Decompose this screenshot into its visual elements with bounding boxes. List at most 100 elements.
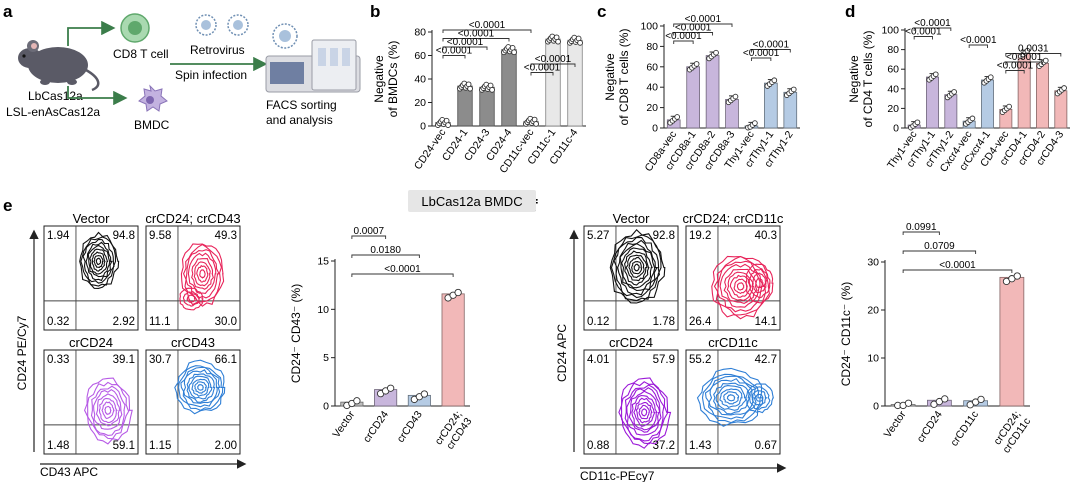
data-point: [977, 395, 985, 404]
contour-line: [98, 397, 118, 424]
retrovirus-icon: [195, 14, 249, 36]
y-tick-label: 60: [414, 50, 426, 62]
contour-line: [745, 263, 774, 304]
data-point: [353, 397, 361, 405]
banner: LbCas12a BMDC: [408, 190, 536, 212]
data-point: [555, 38, 561, 45]
quadrant-lower-left: 0.32: [47, 316, 69, 328]
significance-bracket: [913, 36, 933, 40]
contour-line: [751, 389, 768, 406]
contour-line: [89, 248, 109, 275]
y-axis-label: Negativeof CD4 T cells (%): [847, 31, 875, 128]
bar: [501, 49, 517, 127]
y-axis-label-line-1: Negative: [847, 55, 861, 103]
quadrant-upper-left: 9.58: [149, 230, 171, 242]
mouse-strain-label-1: LbCas12a: [28, 89, 83, 103]
quadrant-lower-right: 14.1: [755, 316, 777, 328]
contour-line: [610, 234, 662, 302]
contour-line: [188, 375, 213, 400]
contour-line: [87, 244, 111, 278]
y-tick-label: 10: [867, 353, 879, 365]
y-tick-label: 0: [323, 401, 329, 413]
quadrant-upper-left: 4.01: [587, 354, 609, 366]
facs-plot-frame: [43, 349, 139, 455]
quadrant-lower-right: 37.2: [653, 440, 675, 452]
p-value-label: <0.0001: [753, 40, 790, 51]
data-point: [454, 288, 462, 297]
facs-plot-title: crCD24: [609, 335, 653, 350]
y-tick-label: 20: [414, 97, 426, 109]
bar: [545, 38, 561, 127]
p-value-label: <0.0001: [447, 37, 484, 48]
y-tick-label: 80: [414, 27, 426, 39]
contour-line: [620, 381, 669, 445]
contour-line: [641, 408, 648, 417]
cd8-t-cell-icon: [120, 13, 150, 43]
arrow-to-cd8: [67, 20, 116, 46]
significance-bracket: [442, 55, 466, 59]
y-axis-label: Negativeof CD8 T cells (%): [603, 29, 631, 126]
contour-line: [104, 405, 112, 416]
retrovirus-label: Retrovirus: [190, 43, 245, 57]
facs-machine-icon: [265, 39, 361, 93]
facs-plot: crCD11c 55.2 42.7 1.43 0.67: [685, 335, 781, 455]
data-point: [987, 74, 994, 81]
contour-line: [186, 373, 216, 403]
contour-line: [749, 386, 771, 411]
panel-letter-e: e: [3, 196, 12, 215]
y-tick-label: 15: [317, 256, 329, 268]
p-value-label: 0.0007: [353, 226, 384, 237]
facs-label-2: and analysis: [266, 113, 333, 127]
contour-line: [82, 238, 115, 284]
p-value-label: <0.0001: [469, 20, 506, 31]
y-tick-label: 20: [867, 305, 879, 317]
chart-e: 0 5 10 15 CD24⁻ CD43⁻ (%) Vector crCD24 crCD43 c…: [289, 226, 475, 452]
contour-line: [183, 243, 222, 303]
p-value-label: 0.0031: [1018, 44, 1049, 55]
bar: [1036, 62, 1049, 129]
p-value-label: <0.0001: [905, 27, 942, 38]
bar: [479, 86, 495, 127]
schematic-panel-a: LbCas12a LSL-enAsCas12a CD8 T cell BMDC …: [6, 13, 361, 132]
quadrant-upper-left: 19.2: [689, 230, 711, 242]
p-value-label: <0.0001: [997, 61, 1034, 72]
significance-bracket: [442, 46, 488, 50]
facs-grid-f: Vector 5.27 92.8 0.12 1.78 crCD24; crCD11c 19.…: [555, 211, 787, 483]
virus-particle-icon: [272, 23, 298, 49]
contour-line: [93, 389, 123, 430]
facs-y-label: CD24 PE/Cy7: [15, 315, 29, 390]
quadrant-lower-right: 2.00: [215, 440, 237, 452]
data-point: [771, 77, 778, 84]
data-point: [1061, 85, 1067, 91]
p-value-label: 0.0991: [906, 222, 937, 233]
significance-bracket: [442, 29, 532, 33]
facs-label-1: FACS sorting: [266, 98, 337, 112]
data-point: [790, 86, 797, 93]
facs-plot-title: Vector: [613, 211, 651, 226]
facs-plot-title: crCD24; crCD11c: [683, 211, 784, 226]
contour-line: [751, 272, 767, 294]
contour-line: [726, 271, 754, 301]
contour-line: [613, 236, 660, 299]
quadrant-upper-right: 49.3: [215, 230, 237, 242]
quadrant-lower-right: 30.0: [215, 316, 237, 328]
significance-bracket: [1005, 61, 1043, 65]
contour-line: [80, 236, 117, 287]
quadrant-lower-left: 11.1: [149, 316, 171, 328]
p-value-label: <0.0001: [685, 14, 722, 25]
contour-line: [196, 264, 209, 283]
significance-bracket: [530, 72, 554, 76]
contour-line: [619, 243, 656, 292]
bar: [686, 66, 700, 129]
quadrant-lower-left: 0.12: [587, 316, 609, 328]
contour-line: [701, 373, 761, 424]
data-point: [951, 89, 957, 95]
facs-plot-title: crCD24: [69, 335, 113, 350]
banner-text: LbCas12a BMDC: [421, 194, 522, 209]
y-tick-label: 80: [646, 41, 658, 53]
contour-line: [638, 404, 650, 420]
significance-bracket: [673, 32, 714, 36]
